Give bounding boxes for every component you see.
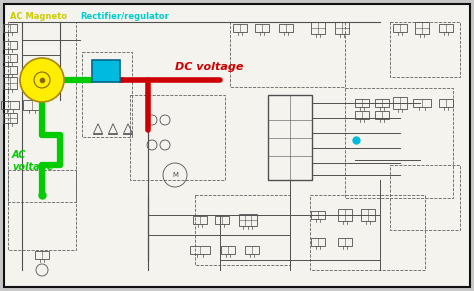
Bar (245, 246, 259, 254)
Text: Rectifier/regulator: Rectifier/regulator (80, 12, 169, 21)
Bar (310, 195, 425, 270)
Bar (92, 60, 120, 82)
Bar (3, 77, 17, 89)
Bar (439, 24, 453, 32)
Bar (393, 24, 407, 32)
Bar (338, 238, 352, 246)
Bar (355, 99, 369, 107)
Bar (413, 99, 431, 107)
Bar (375, 111, 389, 119)
Bar (338, 209, 352, 221)
Text: M: M (172, 172, 178, 178)
Bar (8, 22, 76, 202)
Bar (233, 24, 247, 32)
Bar (23, 100, 41, 110)
Bar (439, 99, 453, 107)
Bar (3, 66, 17, 74)
Bar (393, 97, 407, 109)
Bar (268, 95, 312, 180)
Bar (335, 22, 349, 34)
Bar (311, 211, 325, 219)
Bar (415, 22, 429, 34)
Bar (355, 111, 369, 119)
Bar (311, 22, 325, 34)
Bar (279, 24, 293, 32)
Bar (3, 24, 17, 32)
Bar (3, 54, 17, 62)
Bar (3, 41, 17, 49)
Text: DC voltage: DC voltage (175, 62, 243, 72)
Text: AC
voltage: AC voltage (12, 150, 54, 172)
Bar (193, 216, 207, 224)
Bar (361, 209, 375, 221)
Bar (215, 216, 229, 224)
Bar (390, 22, 460, 77)
Text: AC Magneto: AC Magneto (10, 12, 67, 21)
Bar (221, 246, 235, 254)
Bar (190, 246, 210, 254)
Bar (345, 88, 453, 198)
Bar (82, 52, 132, 137)
Bar (8, 170, 76, 250)
Bar (230, 22, 345, 87)
Bar (239, 214, 257, 226)
Bar (35, 251, 49, 259)
Bar (3, 113, 17, 123)
Bar (1, 101, 19, 109)
Bar (130, 95, 225, 180)
Bar (255, 24, 269, 32)
Bar (375, 99, 389, 107)
Bar (311, 238, 325, 246)
Bar (390, 165, 460, 230)
Circle shape (20, 58, 64, 102)
Bar (195, 195, 290, 265)
